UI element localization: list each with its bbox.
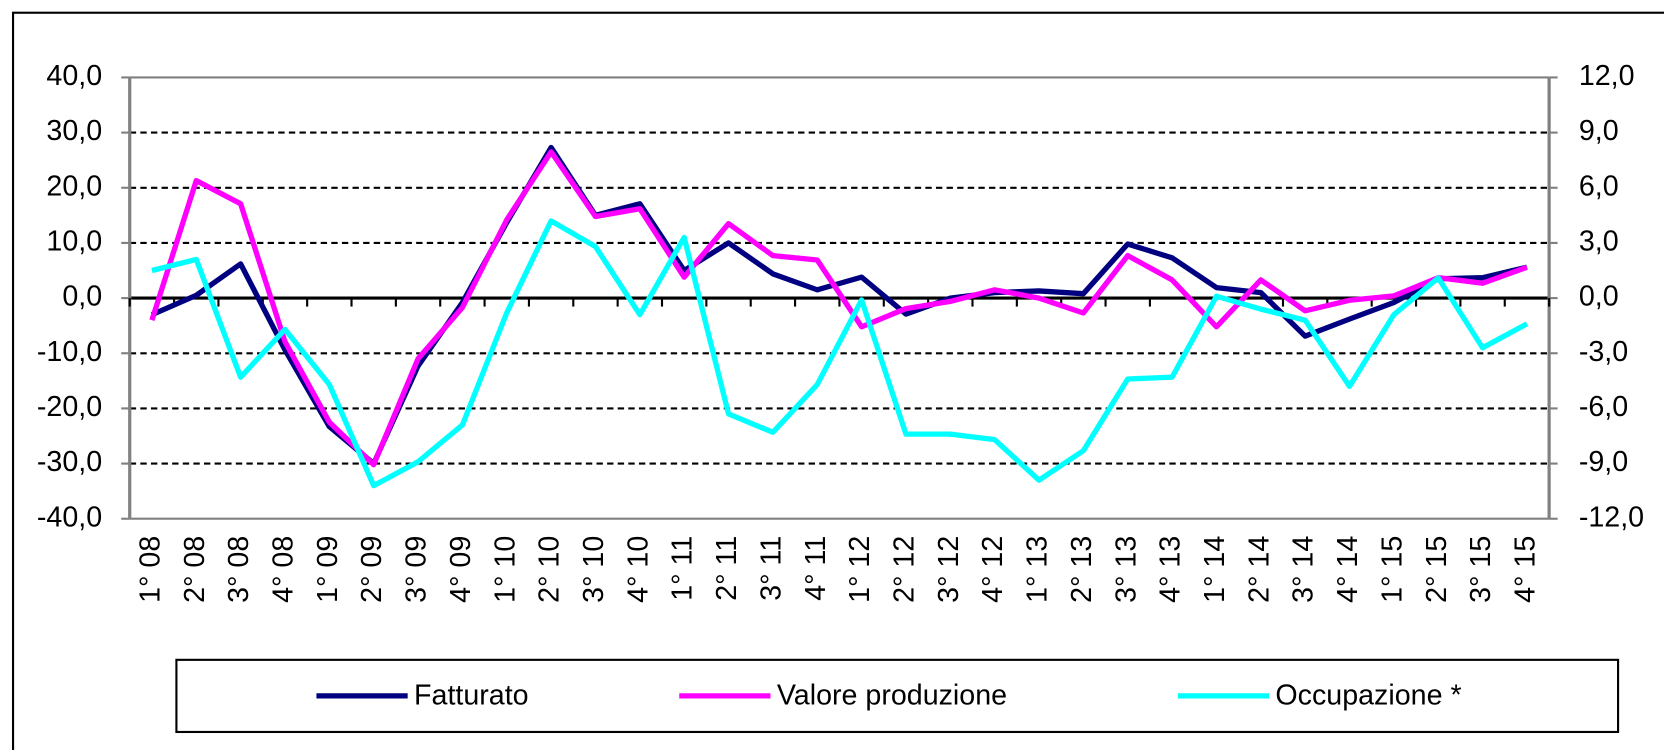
x-tick-label: 3° 10 [578,536,610,603]
legend-label: Occupazione * [1275,680,1461,712]
x-tick-label: 2° 14 [1243,536,1275,603]
y2-tick-label: 3,0 [1579,225,1619,257]
y2-tick-label: -3,0 [1579,336,1628,368]
y-tick-label: 40,0 [46,60,102,92]
x-tick-label: 4° 09 [445,536,477,603]
y-tick-label: 10,0 [46,225,102,257]
x-tick-label: 4° 15 [1509,536,1541,603]
y2-tick-label: 0,0 [1579,281,1619,313]
y2-tick-label: 6,0 [1579,170,1619,202]
x-tick-label: 3° 12 [933,536,965,603]
x-tick-label: 1° 08 [134,536,166,603]
y-tick-label: 20,0 [46,170,102,202]
y-tick-label: -20,0 [37,391,102,423]
legend-label: Valore produzione [777,680,1007,712]
x-tick-label: 4° 14 [1332,536,1364,603]
x-tick-label: 3° 13 [1110,536,1142,603]
x-tick-label: 1° 12 [844,536,876,603]
legend-box [175,658,1620,734]
x-tick-label: 4° 13 [1155,536,1187,603]
legend-label: Fatturato [414,680,529,712]
x-tick-label: 4° 10 [622,536,654,603]
x-tick-label: 2° 11 [711,536,743,601]
y-tick-label: -10,0 [37,336,102,368]
x-tick-label: 1° 10 [489,536,521,603]
x-tick-label: 3° 15 [1465,536,1497,603]
y-tick-label: -40,0 [37,501,102,533]
x-tick-label: 1° 15 [1376,536,1408,603]
x-tick-label: 1° 13 [1022,536,1054,603]
y2-tick-label: -12,0 [1579,501,1644,533]
x-tick-label: 4° 12 [977,536,1009,603]
series-line [149,149,1528,468]
x-tick-label: 4° 11 [800,536,832,601]
y2-tick-label: -9,0 [1579,446,1628,478]
x-tick-label: 2° 09 [356,536,388,603]
y2-tick-label: 12,0 [1579,60,1635,92]
y-tick-label: -30,0 [37,446,102,478]
x-tick-label: 1° 09 [312,536,344,603]
x-tick-label: 2° 13 [1066,536,1098,603]
x-tick-label: 3° 08 [223,536,255,603]
x-tick-label: 4° 08 [268,536,300,603]
x-tick-label: 3° 14 [1288,536,1320,603]
x-tick-label: 2° 10 [534,536,566,603]
x-tick-label: 2° 15 [1421,536,1453,603]
chart-frame [11,11,1664,750]
series-line [151,218,1529,489]
y2-tick-label: -6,0 [1579,391,1628,423]
x-tick-label: 1° 11 [667,536,699,601]
x-tick-label: 1° 14 [1199,536,1231,603]
y-tick-label: 0,0 [62,281,102,313]
x-tick-label: 3° 11 [755,536,787,601]
x-tick-label: 2° 08 [179,536,211,603]
y2-tick-label: 9,0 [1579,115,1619,147]
x-tick-label: 2° 12 [889,536,921,603]
y-tick-label: 30,0 [46,115,102,147]
x-tick-label: 3° 09 [401,536,433,603]
